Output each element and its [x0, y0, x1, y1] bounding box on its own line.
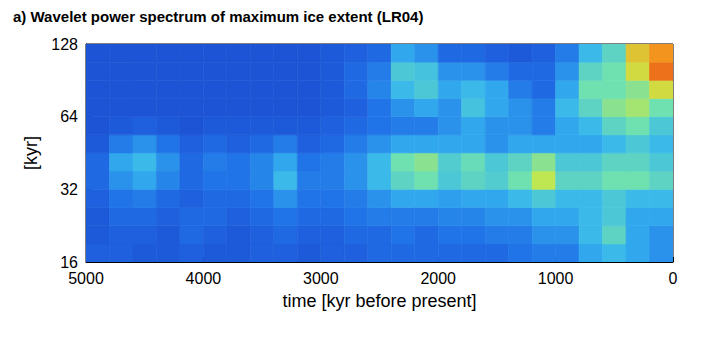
svg-text:128: 128: [51, 36, 78, 53]
svg-text:16: 16: [60, 254, 78, 271]
svg-text:3000: 3000: [303, 270, 339, 287]
svg-text:a) Wavelet power spectrum of m: a) Wavelet power spectrum of maximum ice…: [13, 8, 423, 25]
svg-text:64: 64: [60, 108, 78, 125]
svg-text:4000: 4000: [186, 270, 222, 287]
svg-text:5000: 5000: [68, 270, 104, 287]
svg-text:32: 32: [60, 181, 78, 198]
svg-text:time [kyr before present]: time [kyr before present]: [282, 291, 476, 311]
svg-text:[kyr]: [kyr]: [21, 136, 41, 170]
svg-text:0: 0: [669, 270, 678, 287]
svg-text:2000: 2000: [420, 270, 456, 287]
svg-text:1000: 1000: [538, 270, 574, 287]
